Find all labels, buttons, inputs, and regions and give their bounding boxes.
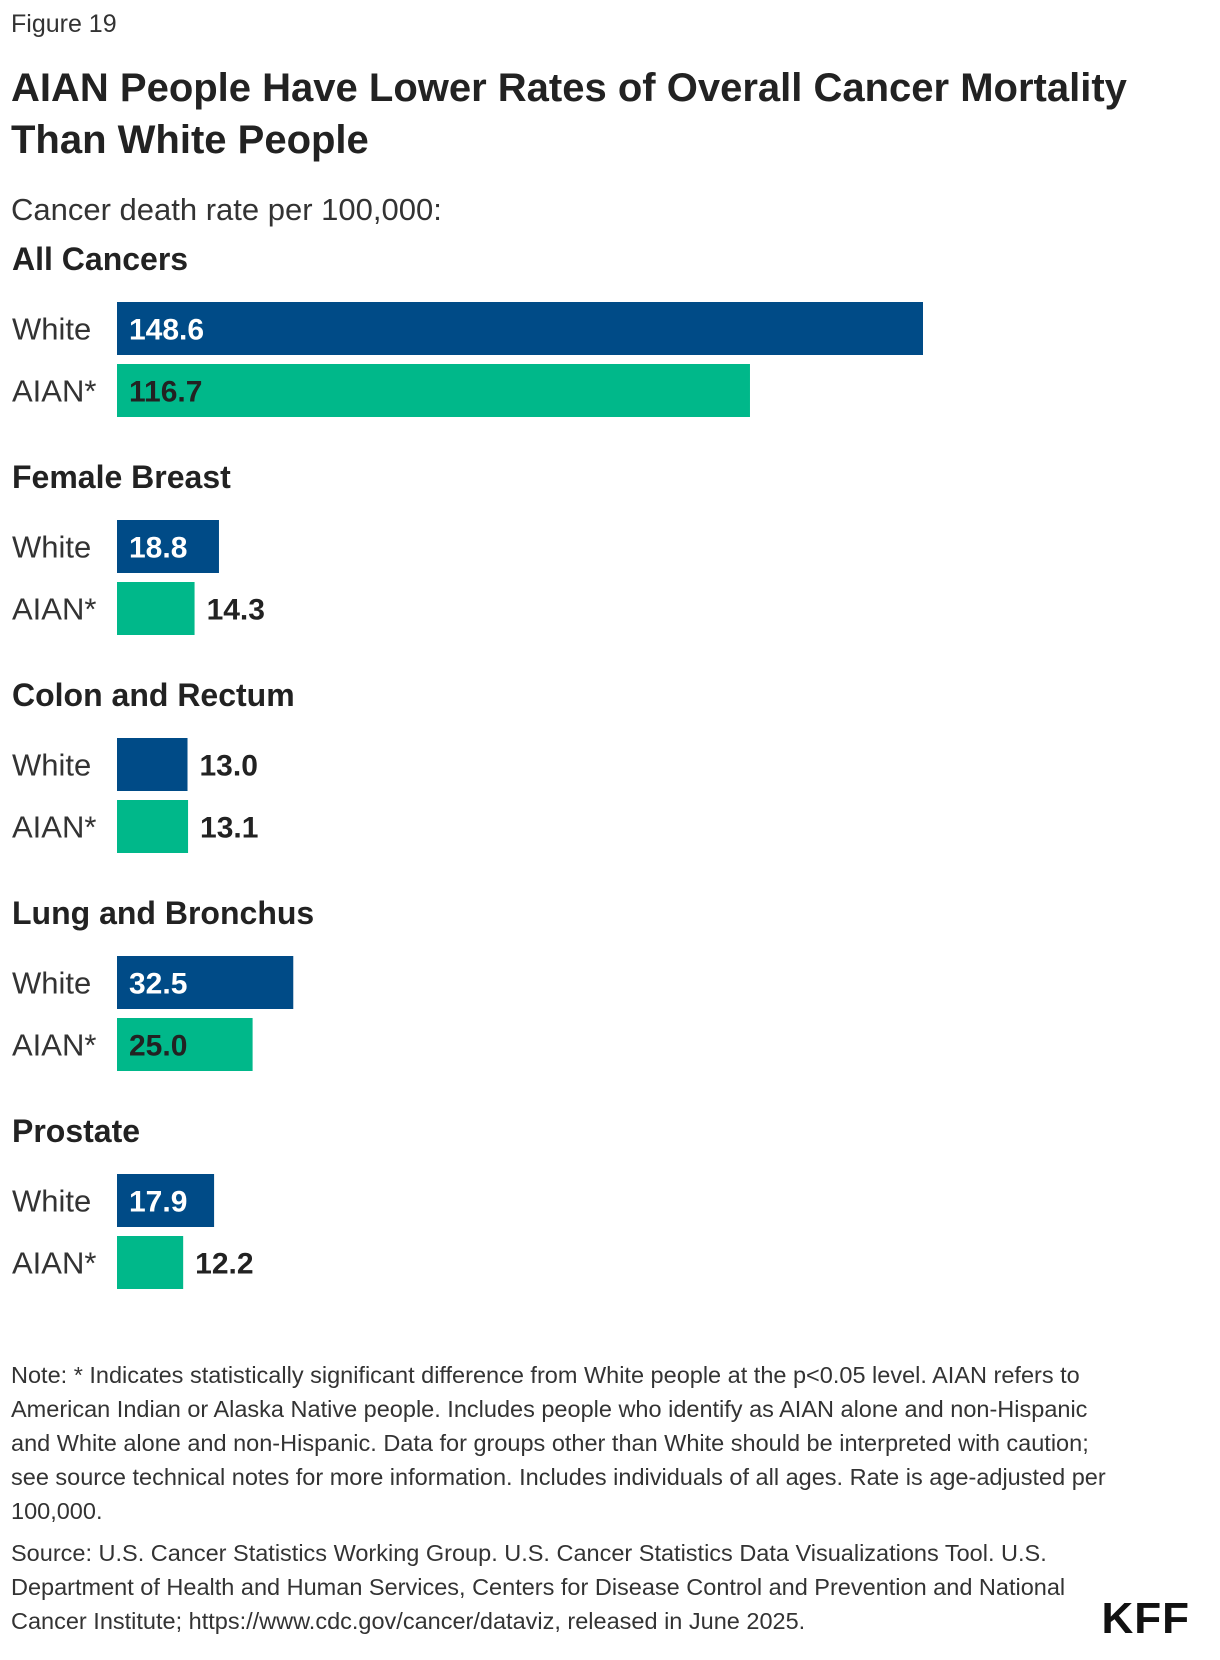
bar-white: [117, 520, 219, 573]
category-label: White: [12, 748, 91, 783]
bar-white: [117, 956, 294, 1009]
bar-aian: [117, 364, 750, 417]
bar-white: [117, 302, 923, 355]
category-label: White: [12, 312, 91, 347]
bar-white: [117, 1174, 215, 1227]
group-label: Lung and Bronchus: [12, 895, 314, 931]
bar-aian: [117, 582, 195, 635]
data-label: 13.1: [200, 812, 258, 845]
data-label: 25.0: [129, 1030, 187, 1063]
notes-block: Note: * Indicates statistically signific…: [11, 1358, 1111, 1638]
category-label: AIAN*: [12, 592, 96, 627]
group-label: All Cancers: [12, 241, 188, 277]
data-label: 116.7: [129, 376, 202, 409]
bar-white: [117, 738, 188, 791]
figure-label: Figure 19: [11, 10, 117, 38]
category-label: AIAN*: [12, 1246, 96, 1281]
category-label: White: [12, 966, 91, 1001]
category-label: White: [12, 1184, 91, 1219]
group-label: Female Breast: [12, 459, 231, 495]
data-label: 32.5: [129, 968, 187, 1001]
note-text: Note: * Indicates statistically signific…: [11, 1362, 1106, 1524]
chart-subtitle: Cancer death rate per 100,000:: [11, 192, 442, 227]
source-text: Source: U.S. Cancer Statistics Working G…: [11, 1540, 1066, 1634]
group-label: Colon and Rectum: [12, 677, 295, 713]
bar-aian: [117, 1236, 184, 1289]
data-label: 17.9: [129, 1186, 187, 1219]
data-label: 14.3: [207, 594, 265, 627]
group-label: Prostate: [12, 1113, 140, 1149]
category-label: AIAN*: [12, 810, 96, 845]
data-label: 18.8: [129, 532, 187, 565]
chart-title: AIAN People Have Lower Rates of Overall …: [11, 66, 1127, 162]
bar-aian: [117, 1018, 253, 1071]
category-label: AIAN*: [12, 374, 96, 409]
bar-aian: [117, 800, 189, 853]
bar-chart: All Cancers White 148.6 AIAN* 116.7 Female Br…: [12, 241, 923, 1289]
kff-logo: KFF: [1101, 1594, 1190, 1643]
data-label: 13.0: [200, 750, 258, 783]
data-label: 12.2: [195, 1248, 253, 1281]
data-label: 148.6: [129, 314, 204, 347]
category-label: AIAN*: [12, 1028, 96, 1063]
category-label: White: [12, 530, 91, 565]
